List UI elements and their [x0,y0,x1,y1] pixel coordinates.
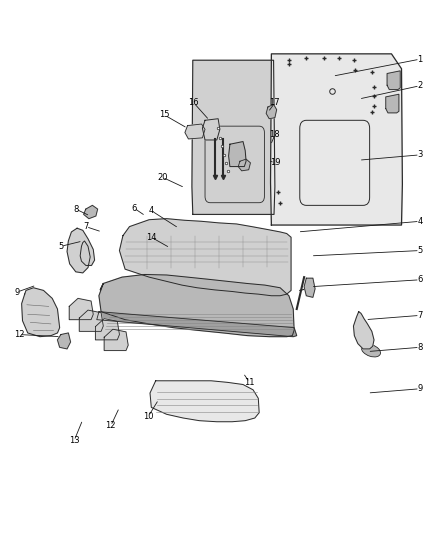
Polygon shape [387,71,400,90]
Text: 11: 11 [244,378,255,387]
Polygon shape [386,94,399,113]
Text: 5: 5 [58,242,64,251]
Polygon shape [99,274,294,337]
Polygon shape [266,104,277,119]
Text: 5: 5 [417,246,423,255]
Text: 6: 6 [131,204,137,213]
Text: 15: 15 [159,110,170,119]
Text: 4: 4 [148,206,154,215]
Text: 10: 10 [143,412,153,421]
Text: 12: 12 [14,330,24,339]
Text: 7: 7 [417,311,423,320]
Text: 12: 12 [106,422,116,431]
Text: 16: 16 [188,98,199,107]
Polygon shape [304,278,315,297]
Text: 18: 18 [269,130,280,139]
Text: 17: 17 [269,98,280,107]
Ellipse shape [361,344,381,357]
Text: 6: 6 [417,275,423,284]
Text: 1: 1 [417,55,423,63]
Polygon shape [97,312,297,337]
FancyBboxPatch shape [205,126,265,203]
Polygon shape [353,312,374,349]
Text: 2: 2 [417,81,423,90]
Text: 8: 8 [73,205,78,214]
Polygon shape [21,288,60,337]
FancyBboxPatch shape [300,120,370,205]
Text: 13: 13 [69,437,79,446]
Polygon shape [67,228,95,273]
Text: 14: 14 [146,233,156,242]
Polygon shape [150,381,259,422]
Polygon shape [79,310,103,332]
Text: 19: 19 [270,158,280,167]
Polygon shape [95,319,120,340]
Text: 8: 8 [417,343,423,352]
Polygon shape [120,219,291,296]
Polygon shape [104,329,128,351]
Polygon shape [57,333,71,349]
Polygon shape [69,298,93,320]
Polygon shape [192,60,275,214]
Text: 4: 4 [417,217,423,226]
Text: 9: 9 [14,287,20,296]
Polygon shape [185,124,205,139]
Text: 3: 3 [417,150,423,159]
Polygon shape [229,142,246,166]
Text: 9: 9 [417,384,423,393]
Polygon shape [84,205,98,219]
Text: 20: 20 [157,173,167,182]
Text: 7: 7 [83,222,88,231]
Polygon shape [238,159,251,171]
Polygon shape [202,119,220,140]
Polygon shape [271,54,403,225]
